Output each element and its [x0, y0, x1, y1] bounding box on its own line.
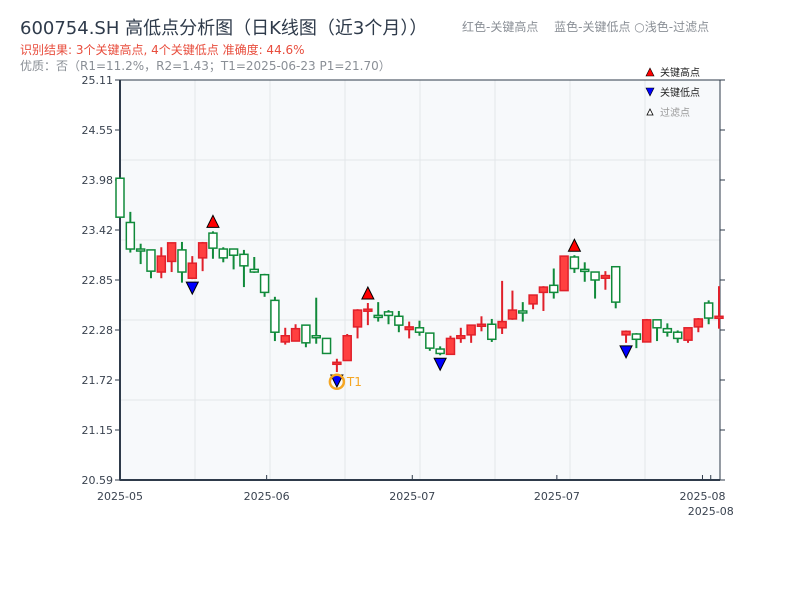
- candle-up: [342, 335, 352, 362]
- candle-down: [549, 284, 559, 294]
- candle-down: [652, 319, 662, 329]
- candle-up: [559, 255, 569, 292]
- candle-down: [270, 299, 280, 333]
- candle-up: [538, 286, 549, 294]
- candle-down: [610, 265, 621, 303]
- result-summary: 识别结果: 3个关键高点, 4个关键低点 准确度: 44.6%: [20, 43, 305, 57]
- legend-high-icon: [645, 67, 655, 77]
- candle-up: [621, 330, 631, 336]
- candle-down: [311, 335, 321, 339]
- candle-down: [672, 331, 683, 340]
- legend-low-icon: [645, 87, 655, 97]
- candle-down: [579, 268, 590, 273]
- candle-up: [332, 361, 342, 366]
- candle-down: [518, 310, 528, 314]
- x-tick-label: 2025-07: [389, 490, 435, 503]
- x-tick-label: 2025-08: [688, 505, 734, 518]
- legend-filtered-icon: [646, 108, 654, 116]
- y-tick-label: 20.59: [82, 474, 114, 487]
- y-tick-label: 25.11: [82, 74, 114, 87]
- candle-down: [435, 348, 445, 355]
- candle-down: [590, 271, 600, 281]
- candle-down: [146, 249, 156, 272]
- x-tick-label: 2025-06: [244, 490, 290, 503]
- y-tick-label: 23.42: [82, 224, 114, 237]
- legend-label-filtered: 过滤点: [660, 106, 690, 119]
- candle-down: [631, 333, 642, 341]
- legend-label-low: 关键低点: [660, 86, 700, 99]
- candle-down: [703, 302, 714, 319]
- candle-down: [228, 248, 239, 256]
- quality-info: 优质：否（R1=11.2%，R2=1.43；T1=2025-06-23 P1=2…: [20, 59, 391, 73]
- candle-down: [414, 327, 425, 333]
- candle-down: [662, 327, 673, 333]
- key-low-marker: [433, 357, 447, 372]
- candle-up: [476, 323, 487, 327]
- candle-down: [239, 253, 249, 267]
- candle-up: [600, 274, 611, 279]
- y-tick-label: 21.15: [82, 424, 114, 437]
- key-low-marker: [619, 345, 633, 359]
- candle-up: [445, 337, 456, 356]
- candle-up: [280, 335, 290, 343]
- candle-up: [683, 327, 693, 341]
- candle-up: [404, 326, 414, 331]
- candle-up: [528, 294, 538, 305]
- candle-up: [363, 308, 373, 312]
- candle-up: [456, 335, 466, 340]
- legend-label-high: 关键高点: [660, 66, 700, 79]
- candle-down: [425, 332, 435, 349]
- candle-down: [115, 177, 125, 218]
- candle-up: [693, 318, 704, 328]
- y-tick-label: 22.28: [82, 324, 114, 337]
- candle-up: [641, 319, 652, 343]
- chart-title: 600754.SH 高低点分析图（日K线图（近3个月））: [20, 18, 428, 39]
- candle-up: [156, 255, 167, 273]
- candle-up: [166, 242, 177, 263]
- candle-up: [507, 309, 518, 320]
- key-low-marker: [185, 281, 200, 296]
- x-tick-label: 2025-08: [679, 490, 725, 503]
- candle-up: [497, 320, 507, 329]
- candle-down: [321, 337, 332, 355]
- candle-down: [487, 323, 497, 341]
- candle-up: [714, 315, 724, 320]
- candle-down: [218, 248, 229, 259]
- t1-label: T1: [346, 375, 362, 389]
- candle-down: [208, 232, 218, 249]
- x-tick-label: 2025-05: [97, 490, 143, 503]
- candle-down: [249, 268, 260, 273]
- color-note: 红色-关键高点 蓝色-关键低点 ○浅色-过滤点: [462, 20, 710, 34]
- candle-down: [177, 249, 187, 273]
- key-high-marker: [361, 285, 375, 300]
- candle-up: [197, 242, 208, 259]
- candle-down: [569, 256, 580, 270]
- y-tick-label: 23.98: [82, 174, 114, 187]
- candle-down: [301, 324, 311, 344]
- candle-down: [135, 248, 146, 252]
- key-high-marker: [206, 214, 220, 228]
- y-tick-label: 24.55: [82, 124, 114, 137]
- y-tick-label: 21.72: [82, 374, 114, 387]
- candle-down: [125, 221, 136, 250]
- y-tick-label: 22.85: [82, 274, 114, 287]
- key-high-marker: [567, 238, 582, 252]
- t1-circle-marker: [328, 373, 346, 391]
- x-tick-label: 2025-07: [534, 490, 580, 503]
- candle-down: [394, 315, 404, 326]
- candle-down: [383, 311, 394, 317]
- candle-up: [187, 262, 198, 279]
- candle-up: [466, 324, 476, 336]
- candle-down: [373, 314, 383, 319]
- candle-up: [352, 309, 363, 328]
- candle-down: [259, 273, 270, 294]
- candle-up: [290, 327, 301, 342]
